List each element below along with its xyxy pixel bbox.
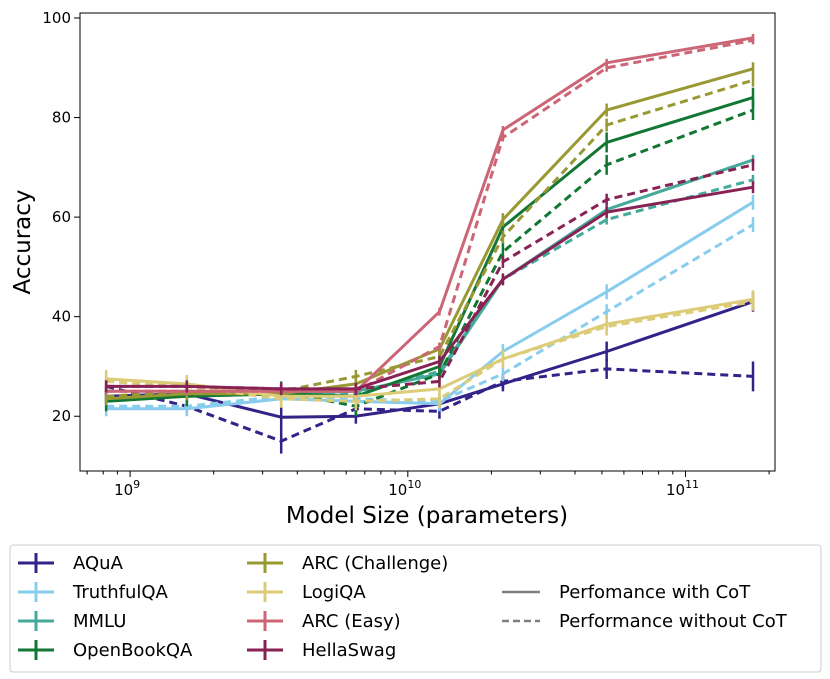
legend-box	[9, 544, 822, 673]
legend-label: ARC (Easy)	[302, 611, 401, 632]
y-axis-label: Accuracy	[10, 189, 36, 294]
x-tick-label-9: 109	[114, 478, 140, 499]
line-logiqa-without-cot	[106, 300, 754, 403]
legend-item: LogiQA	[247, 582, 366, 603]
legend-item: AQuA	[18, 553, 124, 574]
x-tick-label-10: 1010	[388, 478, 421, 499]
legend-label: LogiQA	[302, 582, 366, 603]
series-hellaswag-with-cot	[104, 181, 755, 395]
legend-label: OpenBookQA	[73, 640, 193, 661]
x-tick-label-11: 1011	[666, 478, 699, 499]
y-tick-label-40: 40	[52, 308, 71, 326]
y-tick-label-80: 80	[52, 109, 71, 127]
legend-item: ARC (Challenge)	[247, 553, 448, 574]
axes-layer: 20 40 60 80 100 109 1010 1011	[42, 9, 770, 499]
y-tick-label-100: 100	[42, 9, 71, 27]
y-tick-label-20: 20	[52, 407, 71, 425]
line-openbookqa-with-cot	[106, 96, 754, 403]
legend-label: AQuA	[73, 553, 124, 574]
legend-item: Perfomance with CoT	[502, 582, 751, 603]
series-layer	[104, 33, 755, 454]
legend: AQuA TruthfulQA MMLU OpenBookQA ARC (Challen…	[18, 553, 788, 661]
legend-label: TruthfulQA	[72, 582, 169, 603]
plot-frame	[79, 12, 776, 472]
x-axis-label: Model Size (parameters)	[286, 503, 568, 529]
legend-item: HellaSwag	[247, 640, 396, 661]
line-aqua-with-cot	[106, 300, 754, 419]
legend-item: OpenBookQA	[18, 640, 193, 661]
line-truthfulqa-with-cot	[106, 200, 754, 411]
legend-label: ARC (Challenge)	[302, 553, 448, 574]
legend-style-label: Perfomance with CoT	[559, 582, 751, 603]
legend-item: MMLU	[18, 611, 126, 632]
legend-style-label: Performance without CoT	[559, 611, 788, 632]
line-arc-challenge-with-cot	[106, 67, 754, 401]
line-hellaswag-with-cot	[106, 185, 754, 391]
legend-item: ARC (Easy)	[247, 611, 401, 632]
line-arc-easy-with-cot	[106, 36, 754, 393]
legend-item: TruthfulQA	[18, 582, 169, 603]
legend-label: MMLU	[73, 611, 126, 632]
legend-label: HellaSwag	[302, 640, 396, 661]
y-tick-label-60: 60	[52, 208, 71, 226]
legend-item: Performance without CoT	[502, 611, 788, 632]
